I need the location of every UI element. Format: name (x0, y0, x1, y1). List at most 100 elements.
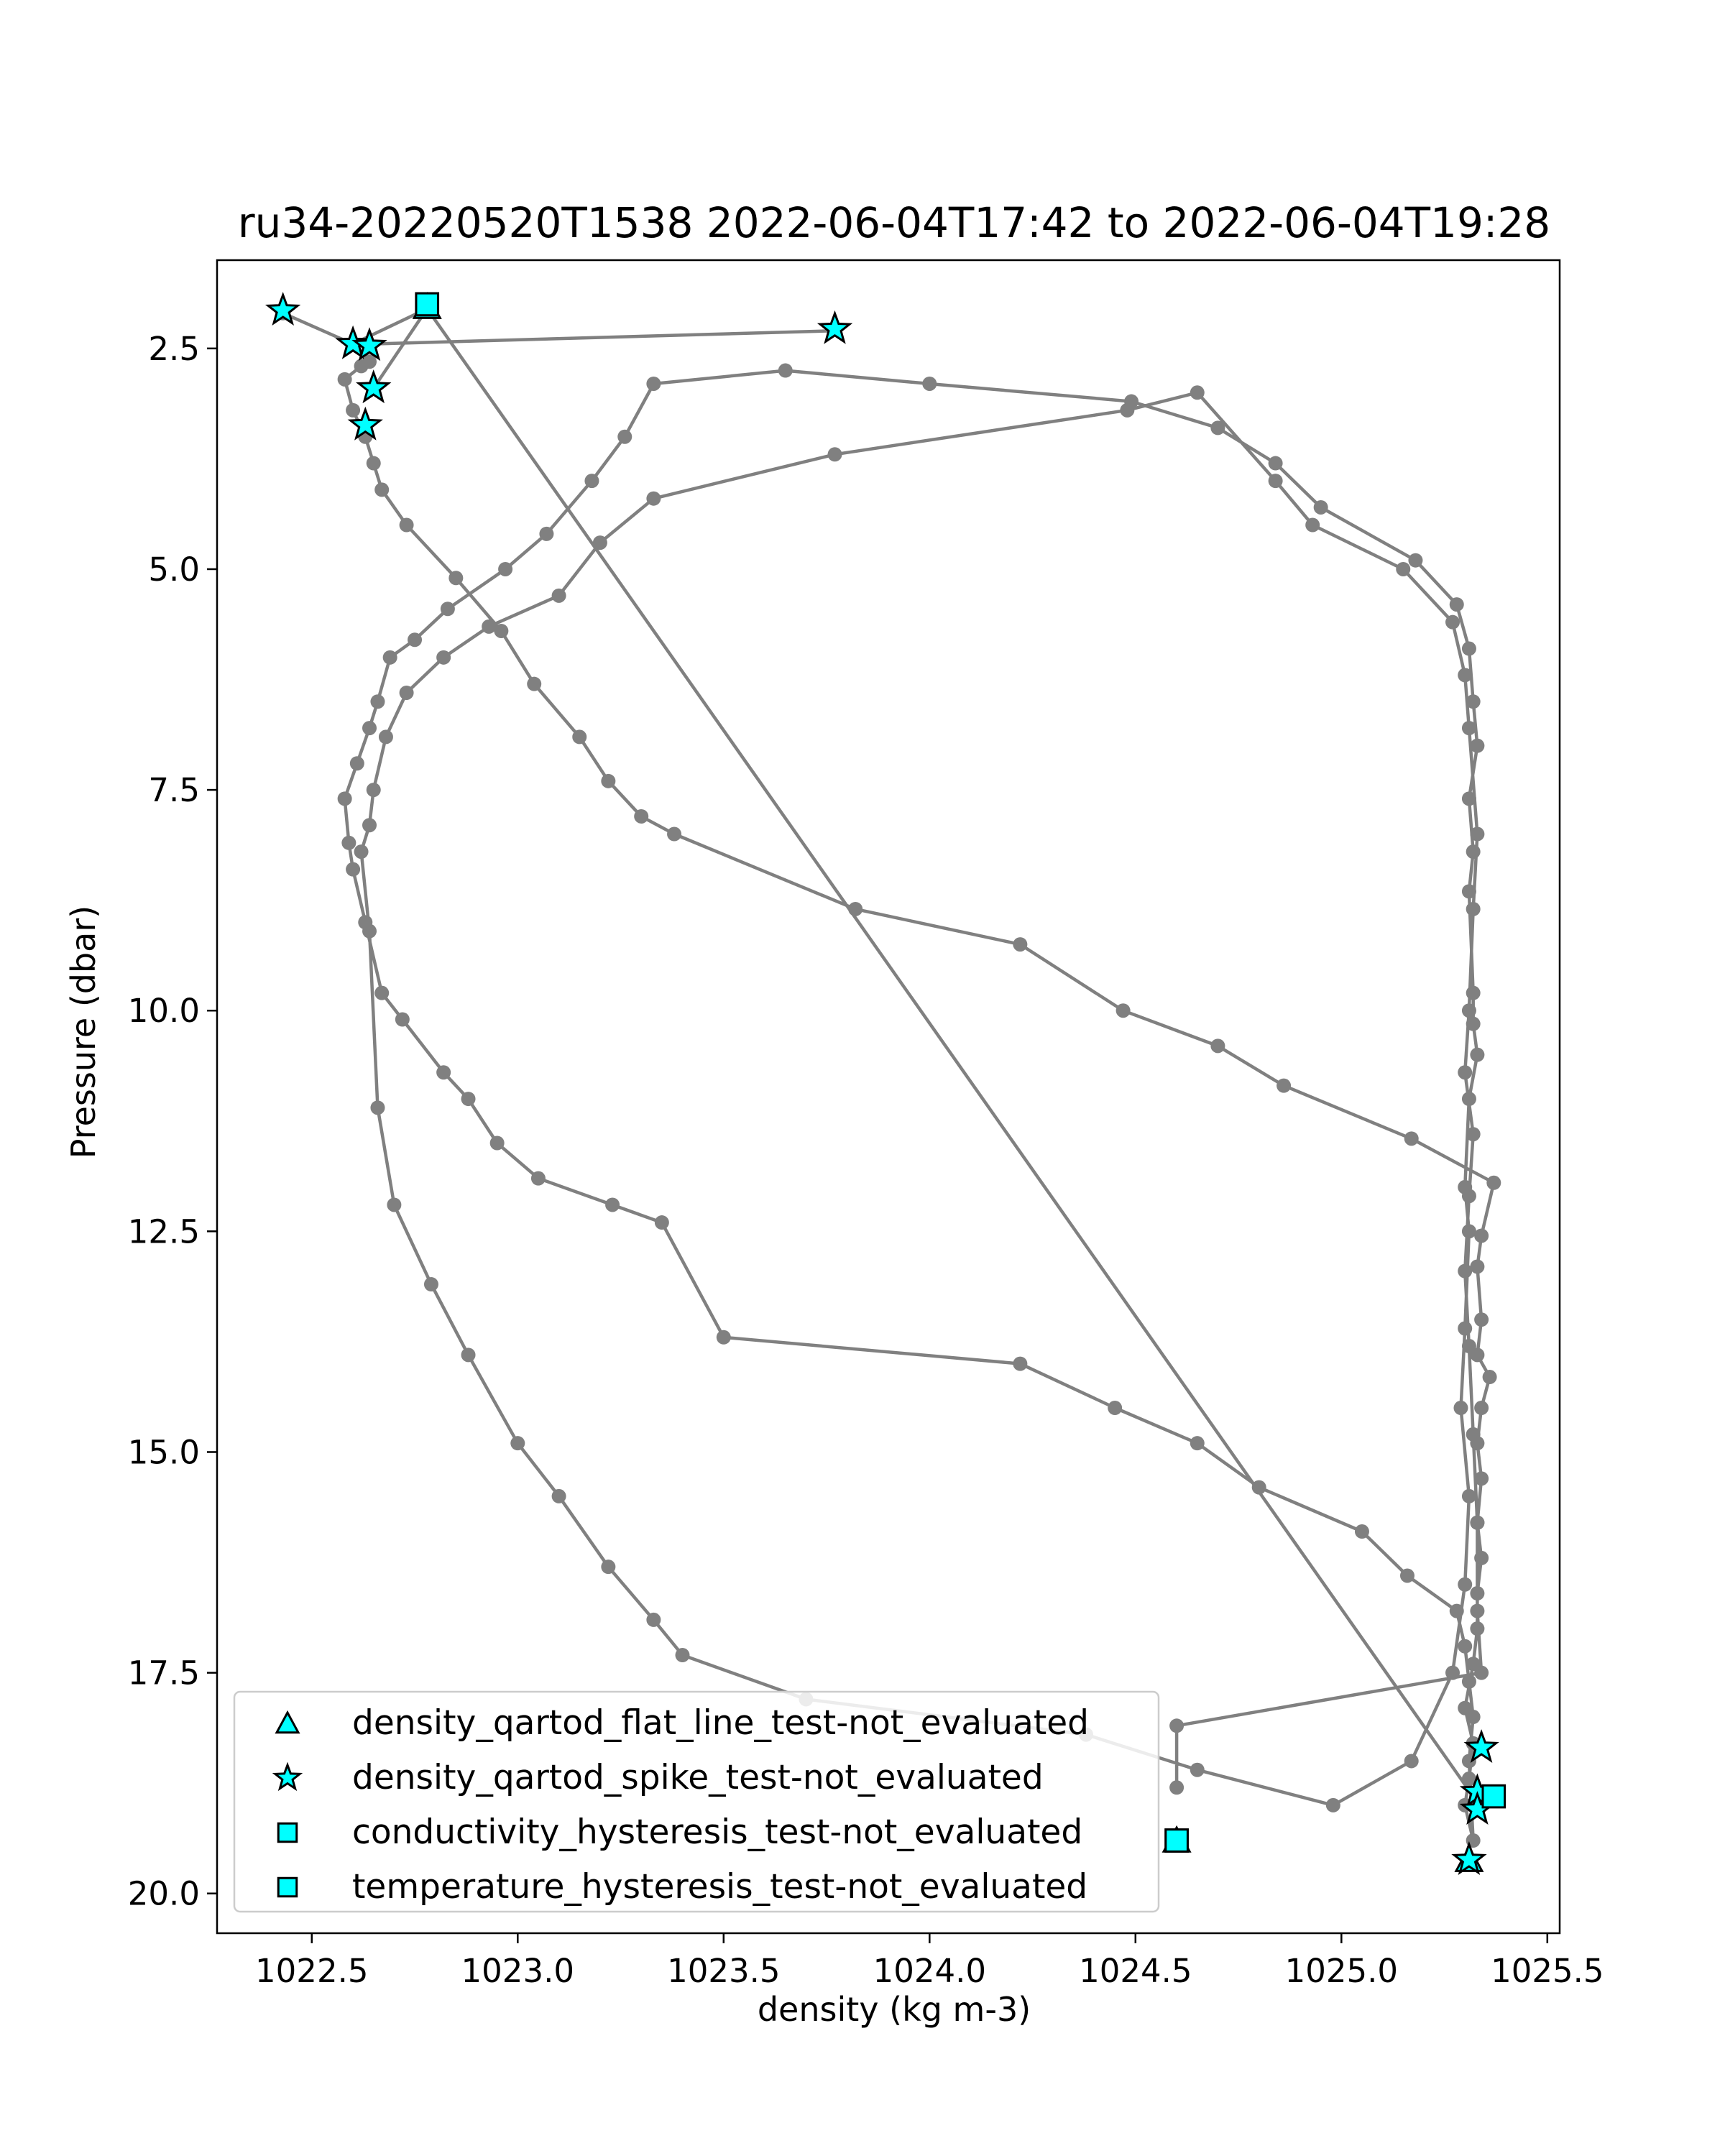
data-point (510, 1436, 525, 1451)
data-point (1461, 1189, 1476, 1204)
flag-marker-1 (356, 369, 392, 404)
data-point (1461, 641, 1476, 656)
data-point (1458, 1321, 1473, 1336)
data-point (1354, 1524, 1369, 1539)
data-point (1404, 1754, 1419, 1769)
y-tick-label: 7.5 (148, 771, 200, 809)
data-point (346, 402, 361, 418)
data-point (399, 685, 414, 700)
profile-segment (372, 308, 429, 390)
data-point (592, 535, 607, 550)
legend: density_qartod_flat_line_test-not_evalua… (233, 1690, 1160, 1913)
data-point (530, 1171, 546, 1186)
flag-marker-2 (1481, 1784, 1506, 1809)
data-point (1169, 1718, 1184, 1733)
data-point (654, 1215, 669, 1230)
y-tick-label: 5.0 (148, 550, 200, 589)
data-point (1458, 1577, 1473, 1592)
data-point (1466, 694, 1481, 709)
data-point (778, 363, 793, 378)
flag-marker-1 (347, 406, 383, 441)
data-point (1313, 499, 1328, 515)
data-point (362, 923, 377, 939)
data-point (1474, 1471, 1489, 1486)
data-point (1108, 1401, 1123, 1416)
data-point (382, 650, 397, 665)
data-point (539, 526, 554, 541)
data-point (1474, 1401, 1489, 1416)
data-point (482, 619, 497, 634)
flag-marker-1 (335, 325, 371, 359)
data-point (1458, 1065, 1473, 1080)
data-point (1470, 1047, 1485, 1062)
data-point (498, 561, 513, 576)
flag-marker-1 (264, 292, 301, 326)
data-point (341, 835, 356, 850)
data-point (601, 773, 616, 788)
data-point (922, 376, 937, 391)
x-axis: 1022.5 1023.0 1023.5 1024.0 1024.5 1025.0 1025… (255, 1933, 1604, 1990)
legend-marker (272, 1761, 303, 1792)
data-point (362, 818, 377, 833)
legend-label: density_qartod_spike_test-not_evaluated (352, 1758, 1044, 1797)
flag-marker-1 (1451, 1841, 1487, 1876)
profile-segment (369, 329, 835, 346)
data-point (1404, 1131, 1419, 1146)
data-point (617, 429, 632, 444)
data-point (1268, 474, 1283, 489)
data-point (1013, 937, 1028, 952)
data-point (423, 1277, 438, 1292)
legend-box (233, 1690, 1160, 1913)
data-point (378, 729, 393, 745)
x-tick-label: 1024.5 (1079, 1952, 1192, 1990)
x-tick-label: 1023.0 (461, 1952, 574, 1990)
x-tick-label: 1023.5 (667, 1952, 780, 1990)
data-point (354, 844, 369, 860)
x-tick-label: 1025.0 (1285, 1952, 1398, 1990)
data-point (1325, 1797, 1340, 1812)
data-point (1116, 1003, 1131, 1018)
flag-marker-1 (816, 310, 853, 344)
data-point (1461, 1224, 1476, 1239)
data-point (1466, 844, 1481, 860)
data-point (646, 1612, 661, 1627)
data-point (1486, 1175, 1501, 1190)
data-point (1458, 1263, 1473, 1279)
data-point (716, 1330, 731, 1345)
data-point (1470, 1621, 1485, 1636)
data-point (634, 808, 649, 824)
data-point (1013, 1356, 1028, 1371)
data-point (1461, 791, 1476, 806)
data-point (436, 650, 451, 665)
data-point (1445, 1665, 1460, 1680)
data-point (1470, 826, 1485, 842)
data-point (551, 588, 566, 603)
data-point (1466, 901, 1481, 916)
data-point (1470, 1515, 1485, 1530)
data-point (370, 1100, 385, 1115)
data-point (1461, 1674, 1476, 1689)
data-point (1399, 1568, 1414, 1583)
x-tick-label: 1022.5 (255, 1952, 368, 1990)
data-point (1445, 614, 1460, 630)
data-point (489, 1135, 505, 1151)
data-point (1461, 1003, 1476, 1018)
flag-marker-1 (351, 327, 387, 361)
data-point (1120, 402, 1135, 418)
data-point (366, 456, 381, 471)
data-point (1190, 385, 1205, 400)
y-tick-label: 17.5 (128, 1654, 200, 1692)
y-tick-label: 20.0 (128, 1875, 200, 1913)
profile-segment (426, 308, 1475, 1797)
data-point (354, 359, 369, 374)
legend-label: density_qartod_flat_line_test-not_evalua… (352, 1703, 1089, 1743)
data-point (1474, 1550, 1489, 1565)
data-point (370, 694, 385, 709)
data-point (572, 729, 587, 745)
data-point (1470, 738, 1485, 753)
y-tick-label: 12.5 (128, 1212, 200, 1250)
data-point (646, 491, 661, 506)
flag-marker-1 (1463, 1729, 1499, 1764)
data-point (605, 1197, 620, 1212)
